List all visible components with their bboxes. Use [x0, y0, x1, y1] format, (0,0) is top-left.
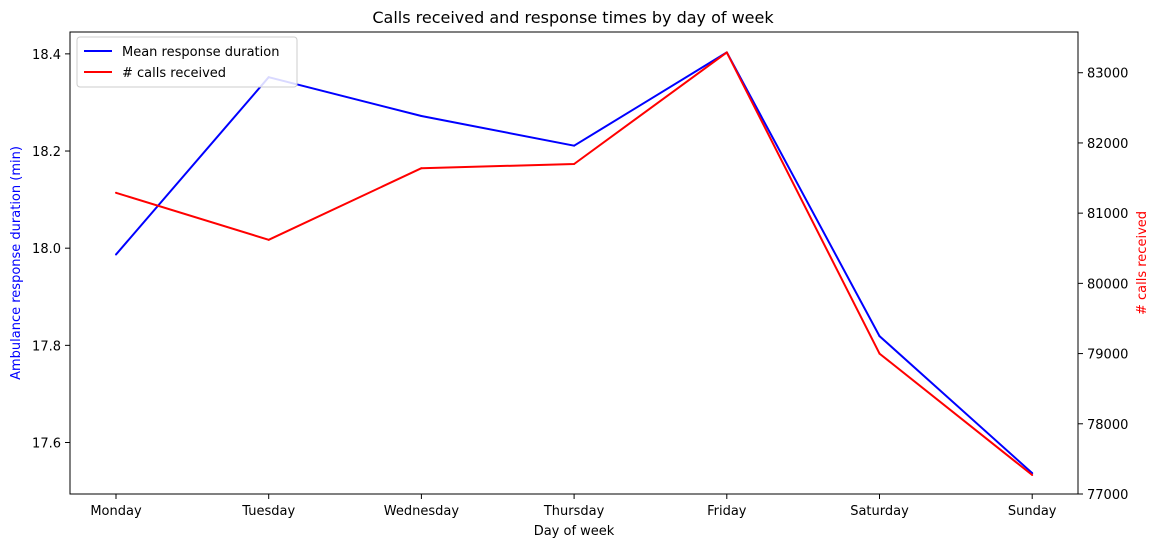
y-right-tick-label: 79000 [1087, 348, 1128, 363]
legend-label-mean-response-duration: Mean response duration [122, 45, 279, 60]
y-right-tick-label: 77000 [1087, 488, 1128, 503]
data-point-calls-received-monday [115, 191, 117, 194]
y-right-tick-label: 80000 [1087, 277, 1128, 292]
y-axis-left: 17.6 17.8 18.0 18.2 18.4 [32, 48, 70, 452]
series-layer [115, 51, 1034, 477]
data-point-calls-received-friday [725, 51, 728, 54]
data-point-calls-received-thursday [573, 163, 576, 165]
y-left-tick-label: 18.4 [32, 48, 61, 63]
y-right-tick-label: 82000 [1087, 137, 1128, 152]
x-tick-label-friday: Friday [707, 504, 747, 519]
x-tick-label-thursday: Thursday [543, 504, 605, 519]
x-tick-label-sunday: Sunday [1008, 504, 1057, 519]
y-right-tick-label: 81000 [1087, 207, 1128, 222]
data-point-mean-response-duration-wednesday [420, 115, 423, 118]
y-left-tick-label: 17.6 [32, 437, 61, 452]
y-axis-left-label: Ambulance response duration (min) [9, 146, 24, 380]
y-right-tick-label: 83000 [1087, 67, 1128, 82]
legend: Mean response duration # calls received [76, 36, 298, 88]
x-tick-label-saturday: Saturday [850, 504, 909, 519]
y-axis-right: 77000 78000 79000 80000 81000 82000 83000 [1078, 67, 1128, 503]
data-point-mean-response-duration-thursday [573, 144, 576, 147]
series-line-calls-received [115, 51, 1033, 476]
x-tick-label-monday: Monday [90, 504, 142, 519]
data-point-calls-received-sunday [1031, 474, 1034, 477]
data-point-mean-response-duration-saturday [878, 335, 881, 338]
x-tick-label-wednesday: Wednesday [384, 504, 460, 519]
data-point-calls-received-wednesday [420, 167, 423, 170]
series-line-mean-response-duration [115, 51, 1033, 474]
y-axis-right-label: # calls received [1135, 211, 1150, 315]
y-right-tick-label: 78000 [1087, 418, 1128, 433]
data-point-calls-received-tuesday [267, 238, 270, 241]
x-axis-label: Day of week [534, 524, 615, 539]
legend-box [76, 36, 298, 88]
y-left-tick-label: 18.2 [32, 145, 61, 160]
y-left-tick-label: 17.8 [32, 339, 61, 354]
data-point-calls-received-saturday [878, 352, 881, 355]
plot-area-frame [69, 31, 1079, 495]
y-left-tick-label: 18.0 [32, 242, 61, 257]
x-tick-label-tuesday: Tuesday [241, 504, 295, 519]
chart-title: Calls received and response times by day… [372, 8, 774, 27]
data-point-mean-response-duration-monday [115, 253, 117, 256]
x-axis: Monday Tuesday Wednesday Thursday Friday Satu… [90, 494, 1057, 519]
legend-label-calls-received: # calls received [122, 66, 226, 81]
